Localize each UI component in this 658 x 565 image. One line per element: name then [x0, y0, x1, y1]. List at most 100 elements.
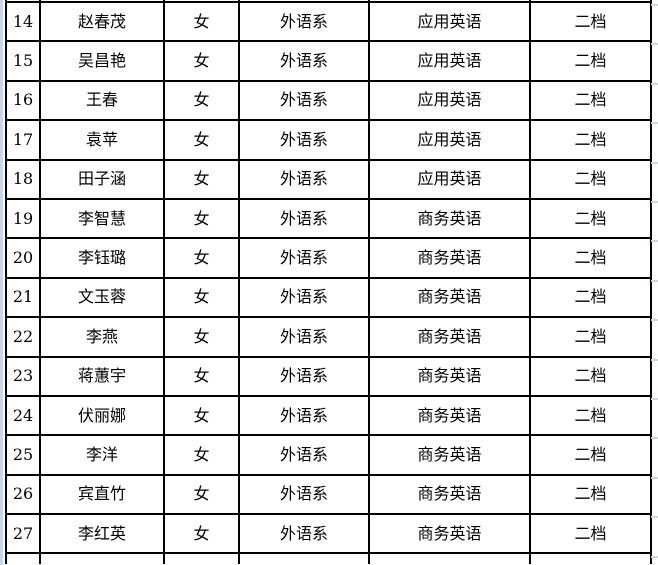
- cell-name[interactable]: 王春: [39, 79, 165, 122]
- cell-name[interactable]: 吴昌艳: [39, 40, 165, 82]
- cell-department[interactable]: 外语系: [238, 513, 370, 555]
- cell-name[interactable]: 田子涵: [39, 158, 165, 200]
- cell-major[interactable]: 商务英语: [368, 237, 531, 279]
- cell-tier[interactable]: 二档: [529, 276, 652, 319]
- cell-name[interactable]: 李红英: [39, 513, 165, 555]
- cell-number[interactable]: 21: [5, 276, 41, 319]
- cell-name[interactable]: 宾直竹: [39, 473, 165, 516]
- cell-department[interactable]: 外语系: [238, 394, 370, 437]
- cell-number[interactable]: 25: [5, 434, 41, 476]
- cell-gender[interactable]: 女: [163, 79, 240, 122]
- cell-tier[interactable]: 二档: [529, 40, 652, 82]
- cell-name[interactable]: 伏丽娜: [39, 394, 165, 437]
- gridline-tick: [651, 4, 658, 6]
- cell-gender[interactable]: 女: [163, 0, 240, 43]
- pane-edge-strip: [0, 0, 3, 565]
- cell-major[interactable]: 商务英语: [368, 513, 531, 555]
- cell-name[interactable]: 李智慧: [39, 197, 165, 240]
- cell-number[interactable]: 15: [5, 40, 41, 82]
- cell-department[interactable]: 外语系: [238, 237, 370, 279]
- cell-major[interactable]: 商务英语: [368, 276, 531, 319]
- cell-tier[interactable]: 二档: [529, 434, 652, 476]
- cell-department[interactable]: 外语系: [238, 79, 370, 122]
- clipped-row-below: [5, 552, 652, 565]
- clipped-cell: [368, 552, 531, 565]
- cell-number[interactable]: 18: [5, 158, 41, 200]
- cell-name[interactable]: 赵春茂: [39, 0, 165, 43]
- cell-department[interactable]: 外语系: [238, 276, 370, 319]
- cell-tier[interactable]: 二档: [529, 394, 652, 437]
- cell-tier[interactable]: 二档: [529, 513, 652, 555]
- cell-major[interactable]: 应用英语: [368, 0, 531, 43]
- table-row: 16 王春女外语系 应用英语 二档: [5, 79, 652, 122]
- cell-department[interactable]: 外语系: [238, 119, 370, 161]
- cell-major[interactable]: 应用英语: [368, 40, 531, 82]
- cell-tier[interactable]: 二档: [529, 473, 652, 516]
- cell-tier[interactable]: 二档: [529, 0, 652, 43]
- cell-gender[interactable]: 女: [163, 119, 240, 161]
- cell-major[interactable]: 商务英语: [368, 197, 531, 240]
- cell-tier[interactable]: 二档: [529, 237, 652, 279]
- cell-number[interactable]: 27: [5, 513, 41, 555]
- roster-body: 14 赵春茂女外语系 应用英语 二档 15 吴昌艳女外语系 应用英语 二档 16 王春女外语系 应用…: [5, 0, 652, 565]
- cell-department[interactable]: 外语系: [238, 316, 370, 358]
- cell-tier[interactable]: 二档: [529, 355, 652, 397]
- cell-number[interactable]: 17: [5, 119, 41, 161]
- cell-major[interactable]: 应用英语: [368, 79, 531, 122]
- cell-number[interactable]: 20: [5, 237, 41, 279]
- cell-major[interactable]: 商务英语: [368, 434, 531, 476]
- cell-department[interactable]: 外语系: [238, 434, 370, 476]
- cell-gender[interactable]: 女: [163, 237, 240, 279]
- table-row: 15 吴昌艳女外语系 应用英语 二档: [5, 40, 652, 82]
- cell-tier[interactable]: 二档: [529, 79, 652, 122]
- cell-department[interactable]: 外语系: [238, 355, 370, 397]
- cell-department[interactable]: 外语系: [238, 197, 370, 240]
- cell-gender[interactable]: 女: [163, 316, 240, 358]
- cell-gender[interactable]: 女: [163, 276, 240, 319]
- cell-major[interactable]: 商务英语: [368, 316, 531, 358]
- clipped-cell: [163, 552, 240, 565]
- cell-tier[interactable]: 二档: [529, 158, 652, 200]
- cell-gender[interactable]: 女: [163, 158, 240, 200]
- cell-major[interactable]: 应用英语: [368, 119, 531, 161]
- cell-gender[interactable]: 女: [163, 394, 240, 437]
- cell-name[interactable]: 李钰璐: [39, 237, 165, 279]
- cell-name[interactable]: 李燕: [39, 316, 165, 358]
- cell-name[interactable]: 袁苹: [39, 119, 165, 161]
- cell-major[interactable]: 商务英语: [368, 473, 531, 516]
- gridline-tick: [651, 398, 658, 400]
- cell-gender[interactable]: 女: [163, 434, 240, 476]
- cell-number[interactable]: 19: [5, 197, 41, 240]
- cell-number[interactable]: 26: [5, 473, 41, 516]
- gridline-tick: [651, 358, 658, 361]
- cell-number[interactable]: 23: [5, 355, 41, 397]
- cell-tier[interactable]: 二档: [529, 119, 652, 161]
- cell-name[interactable]: 蒋蕙宇: [39, 355, 165, 397]
- cell-gender[interactable]: 女: [163, 197, 240, 240]
- cell-number[interactable]: 22: [5, 316, 41, 358]
- cell-major[interactable]: 商务英语: [368, 355, 531, 397]
- cell-number[interactable]: 16: [5, 79, 41, 122]
- cell-gender[interactable]: 女: [163, 355, 240, 397]
- cell-number[interactable]: 24: [5, 394, 41, 437]
- gridline-tick: [651, 516, 658, 519]
- cell-major[interactable]: 应用英语: [368, 158, 531, 200]
- gridline-tick: [651, 82, 658, 85]
- cell-department[interactable]: 外语系: [238, 473, 370, 516]
- cell-department[interactable]: 外语系: [238, 40, 370, 82]
- table-row: 23 蒋蕙宇女外语系 商务英语 二档: [5, 355, 652, 397]
- gridline-tick: [651, 122, 658, 125]
- cell-name[interactable]: 文玉蓉: [39, 276, 165, 319]
- cell-department[interactable]: 外语系: [238, 0, 370, 43]
- gridline-tick: [651, 161, 658, 164]
- cell-name[interactable]: 李洋: [39, 434, 165, 476]
- cell-department[interactable]: 外语系: [238, 158, 370, 200]
- clipped-cell: [529, 552, 652, 565]
- cell-gender[interactable]: 女: [163, 40, 240, 82]
- cell-major[interactable]: 商务英语: [368, 394, 531, 437]
- cell-number[interactable]: 14: [5, 0, 41, 43]
- cell-tier[interactable]: 二档: [529, 197, 652, 240]
- cell-gender[interactable]: 女: [163, 473, 240, 516]
- cell-tier[interactable]: 二档: [529, 316, 652, 358]
- cell-gender[interactable]: 女: [163, 513, 240, 555]
